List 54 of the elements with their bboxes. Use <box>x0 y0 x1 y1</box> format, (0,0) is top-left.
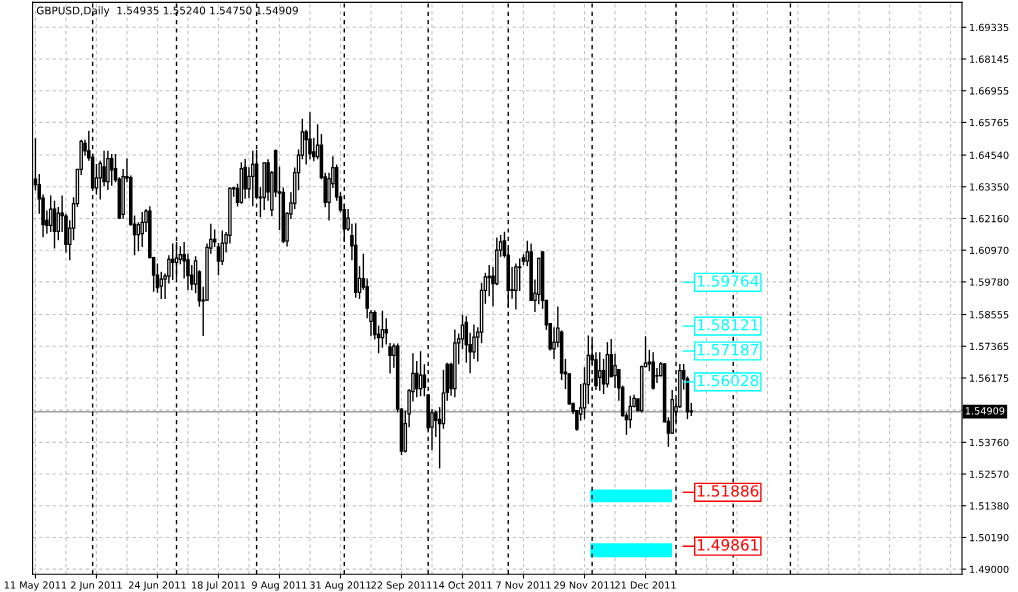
x-tick-label: 7 Nov 2011 <box>496 581 551 589</box>
ref-line-label: 1.49861 <box>697 539 758 551</box>
y-tick-label: 1.53760 <box>970 438 1009 447</box>
candlestick <box>487 264 491 297</box>
x-tick-label: 2 Jun 2011 <box>71 581 122 591</box>
candlestick <box>140 211 144 248</box>
ref-line-label: 1.54909 <box>965 407 1005 415</box>
candlestick <box>517 257 522 292</box>
candlestick <box>308 111 312 161</box>
y-tick-label: 1.49000 <box>970 565 1009 574</box>
y-tick-label: 1.51380 <box>970 502 1009 510</box>
candlestick <box>106 150 110 191</box>
x-tick-label: 31 Aug 2011 <box>310 581 371 591</box>
x-tick-label: 22 Sep 2011 <box>371 581 432 591</box>
candlestick <box>216 242 221 276</box>
x-tick-label: 14 Oct 2011 <box>433 581 492 589</box>
y-tick-label: 1.62160 <box>970 214 1009 223</box>
y-tick-label: 1.57365 <box>970 342 1009 351</box>
x-tick-label: 9 Aug 2011 <box>252 581 307 591</box>
y-tick-label: 1.69335 <box>970 23 1009 32</box>
candlestick <box>251 150 255 207</box>
y-tick-label: 1.68145 <box>970 55 1009 63</box>
y-tick-label: 1.66955 <box>970 87 1009 95</box>
y-tick-label: 1.65765 <box>970 118 1009 127</box>
x-tick-label: 29 Nov 2011 <box>554 581 615 589</box>
x-tick-label: 11 May 2011 <box>4 581 67 591</box>
ref-line-label: 1.57187 <box>697 343 759 356</box>
chart-title: GBPUSD,Daily 1.54935 1.55240 1.54750 1.54909 <box>36 6 298 17</box>
candlestick <box>613 353 617 389</box>
ref-line-label: 1.58121 <box>697 318 758 331</box>
y-tick-label: 1.59780 <box>970 278 1009 286</box>
y-tick-label: 1.50190 <box>970 533 1009 542</box>
candlestick <box>601 358 606 395</box>
y-tick-label: 1.60970 <box>970 246 1009 255</box>
x-tick-label: 21 Dec 2011 <box>615 581 676 589</box>
candlestick <box>384 317 389 346</box>
ref-line-label: 1.51886 <box>697 485 759 497</box>
ref-line-label: 1.56028 <box>697 374 759 387</box>
candlestick <box>109 153 114 187</box>
y-tick-label: 1.52570 <box>970 470 1009 478</box>
candlestick <box>514 262 518 311</box>
x-tick-label: 24 Jun 2011 <box>128 581 186 591</box>
ref-line-label: 1.59764 <box>697 275 759 287</box>
y-tick-label: 1.63350 <box>970 183 1009 191</box>
candlestick <box>243 158 247 200</box>
y-tick-label: 1.64540 <box>970 151 1009 159</box>
candlestick <box>159 271 164 300</box>
candlestick <box>178 245 183 266</box>
y-tick-label: 1.58555 <box>970 311 1009 319</box>
x-tick-label: 18 Jul 2011 <box>192 581 246 591</box>
y-tick-label: 1.56175 <box>970 374 1009 382</box>
candlestick <box>388 342 392 375</box>
candlestick <box>460 313 465 351</box>
candlestick <box>598 351 602 392</box>
